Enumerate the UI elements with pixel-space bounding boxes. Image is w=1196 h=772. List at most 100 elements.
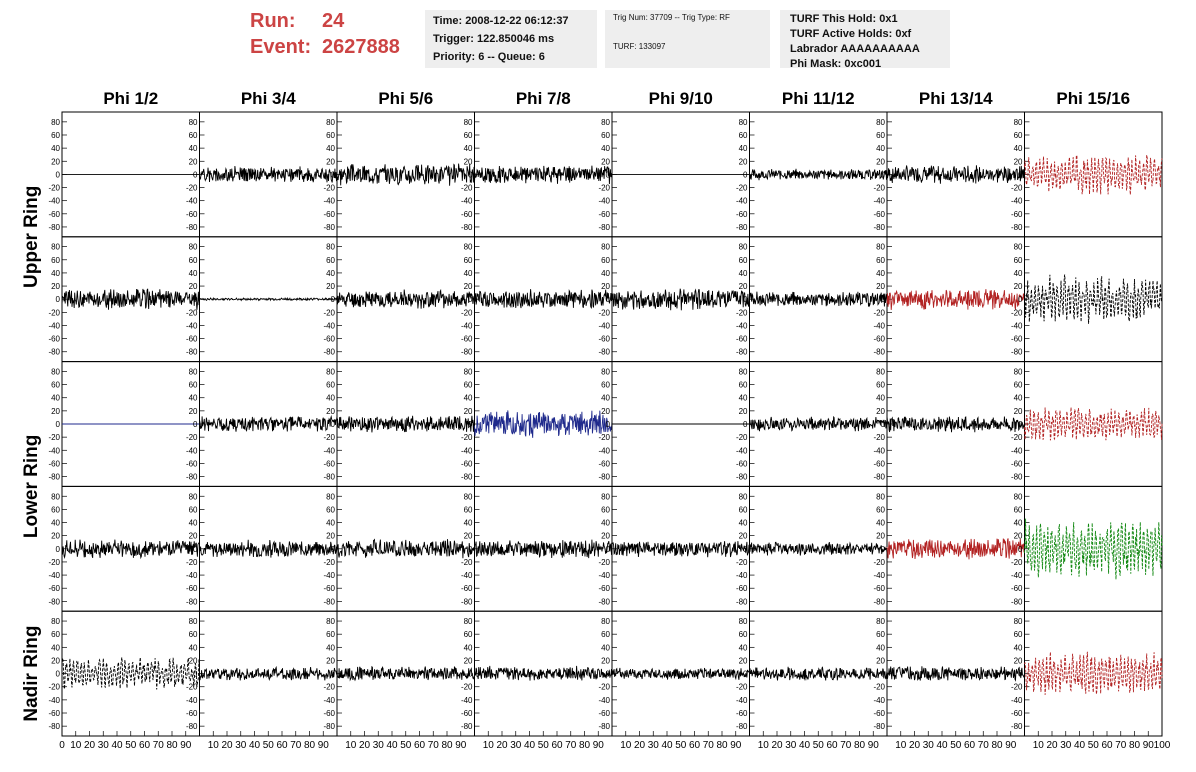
waveform-series [61,288,200,310]
y-tick-label: -60 [323,584,335,593]
y-tick-label: 60 [51,381,60,390]
x-tick-label: 80 [166,740,178,751]
waveform-series [336,288,475,309]
y-tick-label: 60 [189,256,198,265]
y-tick-label: 0 [56,545,61,554]
y-tick-label: 20 [51,282,60,291]
y-tick-label: -60 [1011,709,1023,718]
y-tick-label: -60 [461,335,473,344]
y-tick-label: -40 [323,446,335,455]
y-tick-label: -80 [461,223,473,232]
y-tick-label: -60 [1011,335,1023,344]
column-title: Phi 13/14 [919,89,993,108]
y-tick-label: 60 [464,505,473,514]
y-tick-label: -60 [323,709,335,718]
y-tick-label: -20 [736,683,748,692]
column-title: Phi 11/12 [782,89,855,108]
y-tick-label: -20 [873,184,885,193]
y-tick-label: 80 [601,617,610,626]
y-tick-label: 60 [739,505,748,514]
column-title: Phi 7/8 [516,89,571,108]
y-tick-label: -20 [1011,558,1023,567]
y-tick-label: -60 [873,210,885,219]
y-tick-label: 40 [326,144,335,153]
y-tick-label: -80 [1011,473,1023,482]
waveform-series [199,539,338,558]
run-event-block: Run: 24 Event: 2627888 [250,8,400,60]
y-tick-label: 80 [739,118,748,127]
y-tick-label: 80 [601,367,610,376]
waveform-series [336,665,475,682]
waveform-series [886,416,1025,433]
y-tick-label: -80 [598,722,610,731]
y-tick-label: 20 [876,532,885,541]
y-tick-label: -80 [323,597,335,606]
y-tick-label: -60 [461,210,473,219]
y-tick-label: 60 [876,256,885,265]
y-tick-label: 0 [881,670,886,679]
y-tick-label: -60 [323,210,335,219]
x-tick-label: 80 [716,740,728,751]
y-tick-label: 40 [51,144,60,153]
y-tick-label: -60 [873,459,885,468]
y-tick-label: -80 [1011,597,1023,606]
y-tick-label: -80 [323,473,335,482]
x-tick-label: 10 [208,740,220,751]
y-tick-label: -20 [873,558,885,567]
y-tick-label: 0 [606,545,611,554]
y-tick-label: 0 [468,545,473,554]
waveform-series [1024,651,1163,695]
y-tick-label: 80 [51,492,60,501]
y-tick-label: 40 [464,269,473,278]
x-tick-label: 50 [400,740,412,751]
y-tick-label: 0 [1018,295,1023,304]
turf-active-text: TURF Active Holds: 0xf [790,28,912,40]
y-tick-label: -80 [461,722,473,731]
y-tick-label: 0 [606,170,611,179]
x-tick-label: 40 [1074,740,1086,751]
trig-info-box: Trig Num: 37709 -- Trig Type: RF TURF: 1… [605,10,770,68]
y-tick-label: 80 [189,492,198,501]
y-tick-label: -20 [1011,683,1023,692]
y-tick-label: -20 [736,433,748,442]
x-tick-label: 80 [579,740,591,751]
y-tick-label: 80 [876,492,885,501]
y-tick-label: -40 [736,571,748,580]
x-tick-label: 80 [304,740,316,751]
y-tick-label: -60 [598,584,610,593]
x-tick-label: 30 [1060,740,1072,751]
waveform-series [474,288,613,310]
y-tick-label: 20 [1014,532,1023,541]
x-tick-label: 50 [1088,740,1100,751]
y-tick-label: 0 [743,420,748,429]
waveform-series [749,415,888,432]
y-tick-label: 60 [326,381,335,390]
x-tick-label: 20 [634,740,646,751]
event-label: Event: [250,36,312,58]
y-tick-label: 60 [51,256,60,265]
y-tick-label: -20 [48,558,60,567]
y-tick-label: -80 [736,348,748,357]
y-tick-label: -20 [323,308,335,317]
y-tick-label: 20 [601,282,610,291]
y-tick-label: -40 [598,321,610,330]
y-tick-label: 40 [1014,519,1023,528]
y-tick-label: -40 [598,197,610,206]
y-tick-label: -60 [48,709,60,718]
y-tick-label: -20 [873,683,885,692]
x-tick-label: 20 [771,740,783,751]
turf-info-box: TURF This Hold: 0x1 TURF Active Holds: 0… [780,10,950,70]
y-tick-label: 20 [326,656,335,665]
y-tick-label: 80 [739,617,748,626]
x-tick-label: 40 [661,740,673,751]
y-tick-label: -60 [598,459,610,468]
time-info-box: Time: 2008-12-22 06:12:37 Trigger: 122.8… [425,10,597,68]
y-tick-label: 80 [464,118,473,127]
y-tick-label: 40 [464,643,473,652]
y-tick-label: 40 [189,519,198,528]
y-tick-label: -80 [186,473,198,482]
trig-num-text: Trig Num: 37709 -- Trig Type: RF [613,13,730,22]
y-tick-label: 40 [464,394,473,403]
y-tick-label: -40 [186,446,198,455]
waveform-series [336,538,475,559]
